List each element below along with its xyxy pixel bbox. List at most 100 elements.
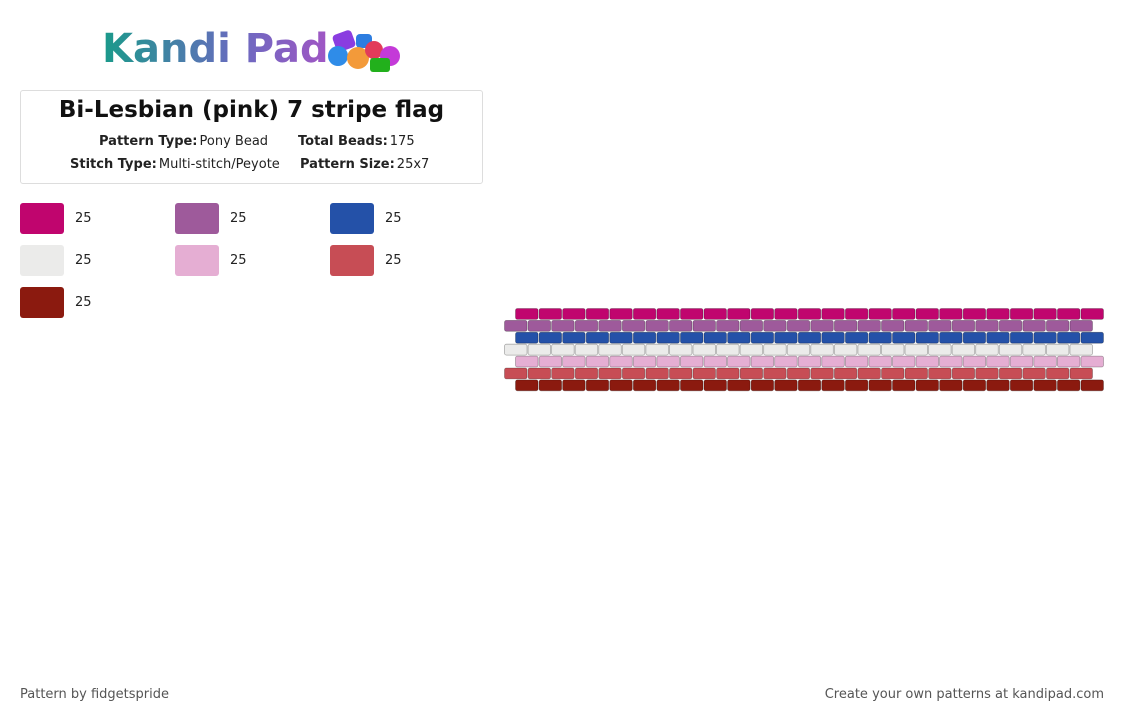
bead: [527, 367, 552, 380]
detail-label: Pattern Type:: [99, 134, 198, 149]
bead: [892, 331, 916, 344]
bead: [975, 343, 999, 356]
bead: [833, 343, 858, 356]
bead: [915, 355, 939, 368]
bead: [1033, 379, 1057, 392]
bead: [951, 367, 976, 380]
logo-icon: [328, 30, 400, 72]
bead: [998, 343, 1023, 356]
bead: [632, 379, 657, 392]
detail-value: 175: [389, 134, 415, 149]
bead: [1045, 319, 1070, 332]
bead: [609, 308, 633, 320]
bead: [951, 343, 976, 356]
bead: [680, 379, 704, 392]
bead: [892, 308, 916, 320]
bead: [1022, 367, 1046, 380]
site-link[interactable]: Create your own patterns at kandipad.com: [824, 687, 1104, 702]
bead: [844, 355, 869, 368]
bead: [527, 343, 552, 356]
bead: [774, 331, 798, 344]
bead: [598, 367, 622, 380]
detail-label: Stitch Type:: [70, 157, 157, 172]
bead: [833, 367, 858, 380]
bead: [515, 308, 539, 320]
bead: [928, 343, 952, 356]
bead: [868, 331, 892, 344]
bead: [574, 343, 599, 356]
detail-value: Pony Bead: [199, 134, 269, 149]
bead: [716, 319, 740, 332]
color-swatch: [330, 203, 374, 234]
bead: [821, 355, 845, 368]
bead: [892, 355, 916, 368]
bead: [680, 355, 704, 368]
bead: [632, 308, 657, 320]
detail-label: Total Beads:: [298, 134, 388, 149]
bead: [844, 331, 869, 344]
bead: [1080, 379, 1104, 392]
bead-row: [515, 331, 1104, 344]
bead: [962, 331, 987, 344]
bead: [703, 308, 727, 320]
bead: [868, 379, 892, 392]
logo[interactable]: Kandi Pad: [102, 26, 329, 72]
bead: [774, 308, 798, 320]
bead: [621, 343, 646, 356]
bead: [1009, 331, 1034, 344]
bead: [786, 367, 811, 380]
bead: [998, 319, 1023, 332]
bead: [774, 379, 798, 392]
bead: [892, 379, 916, 392]
bead: [975, 367, 999, 380]
bead: [515, 355, 539, 368]
bead: [538, 355, 563, 368]
bead: [645, 343, 669, 356]
bead: [763, 367, 787, 380]
bead: [939, 355, 963, 368]
bead-count: 25: [75, 253, 92, 268]
bead: [562, 308, 586, 320]
info-box: [20, 90, 483, 184]
bead: [656, 379, 680, 392]
detail: Stitch Type: Multi-stitch/Peyote: [70, 157, 280, 172]
bead: [538, 331, 563, 344]
bead: [562, 331, 586, 344]
bead: [632, 331, 657, 344]
bead: [986, 355, 1010, 368]
bead: [939, 308, 963, 320]
detail-value: 25x7: [396, 157, 430, 172]
bead: [692, 367, 716, 380]
bead: [1056, 355, 1081, 368]
bead: [656, 331, 680, 344]
bead: [598, 319, 622, 332]
bead: [797, 308, 822, 320]
bead: [763, 319, 787, 332]
bead: [915, 379, 939, 392]
bead: [669, 367, 693, 380]
bead: [962, 308, 987, 320]
bead: [585, 379, 610, 392]
bead: [727, 379, 751, 392]
bead: [504, 367, 528, 380]
bead: [645, 319, 669, 332]
bead: [574, 367, 599, 380]
bead-row: [504, 367, 1093, 380]
color-swatch: [20, 203, 64, 234]
bead: [821, 379, 845, 392]
bead: [1033, 355, 1057, 368]
bead: [774, 355, 798, 368]
bead: [680, 331, 704, 344]
bead: [727, 308, 751, 320]
bead: [986, 331, 1010, 344]
bead: [739, 367, 764, 380]
bead: [1033, 308, 1057, 320]
bead: [504, 319, 528, 332]
bead: [986, 379, 1010, 392]
bead: [821, 331, 845, 344]
bead: [881, 319, 905, 332]
bead: [868, 308, 892, 320]
bead: [703, 355, 727, 368]
bead: [868, 355, 892, 368]
